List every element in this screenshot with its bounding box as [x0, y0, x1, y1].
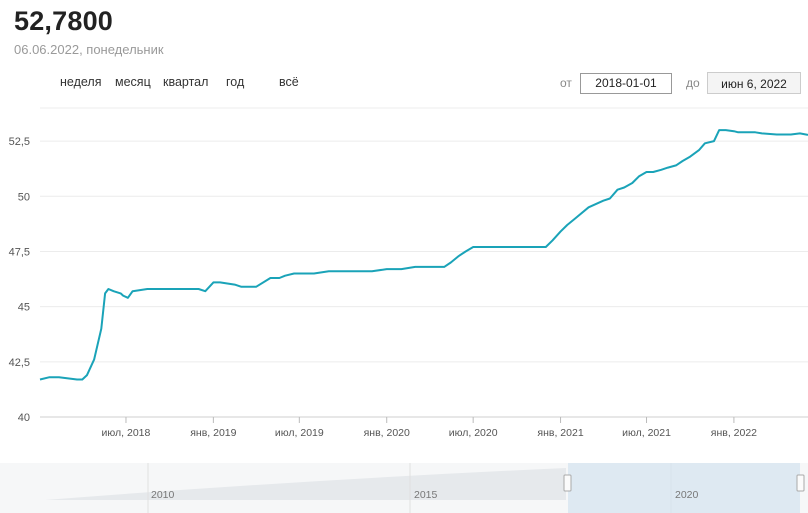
chart-grid	[40, 107, 808, 418]
navigator-left-handle[interactable]	[563, 474, 572, 492]
navigator-label: 2015	[414, 489, 438, 501]
y-tick-label: 50	[18, 191, 30, 203]
range-month-button[interactable]: месяц	[115, 75, 151, 89]
range-year-button[interactable]: год	[226, 75, 245, 89]
x-tick-label: янв, 2019	[190, 427, 236, 439]
date-to-input[interactable]: июн 6, 2022	[707, 72, 801, 94]
navigator-right-handle[interactable]	[796, 474, 805, 492]
y-axis: 40 42,5 45 47,5 50 52,5	[9, 136, 30, 424]
date-from-input[interactable]	[580, 73, 672, 94]
navigator-label: 2020	[675, 489, 699, 501]
date-to-label: до	[686, 76, 700, 90]
y-tick-label: 45	[18, 302, 30, 314]
range-all-button[interactable]: всё	[279, 75, 299, 89]
date-from-label: от	[560, 76, 572, 90]
series-line	[39, 129, 808, 381]
navigator[interactable]: 2010 2015 2020	[0, 463, 808, 513]
x-tick-label: янв, 2022	[711, 427, 757, 439]
y-tick-label: 47,5	[9, 246, 30, 258]
navigator-label: 2010	[151, 489, 175, 501]
x-tick-label: июл, 2019	[275, 427, 324, 439]
series-group	[39, 129, 808, 381]
x-tick-label: июл, 2021	[622, 427, 671, 439]
x-tick-label: янв, 2021	[537, 427, 583, 439]
navigator-area	[45, 468, 566, 500]
x-tick-label: янв, 2020	[364, 427, 410, 439]
y-tick-label: 52,5	[9, 136, 30, 148]
x-axis: июл, 2018 янв, 2019 июл, 2019 янв, 2020 июл,…	[102, 417, 757, 439]
navigator-selection[interactable]	[568, 463, 800, 513]
x-tick-label: июл, 2020	[449, 427, 498, 439]
range-quarter-button[interactable]: квартал	[163, 75, 209, 89]
y-tick-label: 40	[18, 412, 30, 424]
current-value: 52,7800	[14, 6, 113, 36]
x-tick-label: июл, 2018	[102, 427, 151, 439]
range-week-button[interactable]: неделя	[60, 75, 102, 89]
y-tick-label: 42,5	[9, 357, 30, 369]
current-date: 06.06.2022, понедельник	[14, 42, 164, 57]
